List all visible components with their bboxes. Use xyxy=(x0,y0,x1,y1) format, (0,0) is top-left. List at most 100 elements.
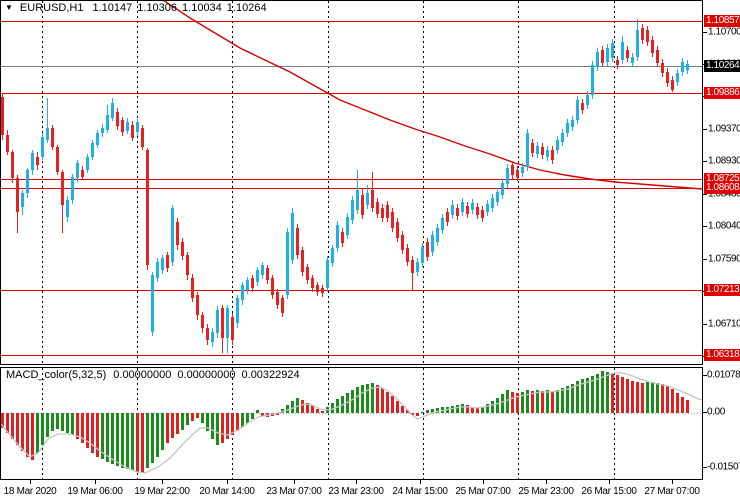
x-axis-label: 23 Mar 23:00 xyxy=(328,486,384,497)
candle xyxy=(126,122,129,131)
candle xyxy=(96,133,99,145)
macd-bar xyxy=(421,412,424,413)
macd-bar xyxy=(131,413,134,470)
candle xyxy=(326,260,329,288)
macd-bar xyxy=(201,413,204,423)
macd-bar xyxy=(156,413,159,457)
macd-bar xyxy=(101,413,104,459)
macd-bar xyxy=(231,413,234,435)
candle xyxy=(271,278,274,295)
macd-bar xyxy=(316,409,319,413)
candle xyxy=(661,63,664,73)
candle xyxy=(311,278,314,288)
macd-bar xyxy=(536,390,539,413)
candle xyxy=(106,115,109,130)
macd-bar xyxy=(121,413,124,468)
macd-bar xyxy=(486,404,489,413)
candle xyxy=(551,150,554,160)
candle xyxy=(21,193,24,207)
candle xyxy=(366,193,369,205)
candle xyxy=(31,153,34,170)
candle xyxy=(621,42,624,60)
macd-bar xyxy=(616,375,619,413)
candle xyxy=(231,317,234,340)
candle xyxy=(191,278,194,298)
macd-bar xyxy=(431,409,434,413)
candle xyxy=(436,228,439,242)
macd-bar xyxy=(451,406,454,413)
macd-bar xyxy=(176,413,179,434)
candle xyxy=(666,72,669,83)
candle xyxy=(566,123,569,133)
x-axis-label: 25 Mar 23:00 xyxy=(518,486,574,497)
macd-bar xyxy=(566,386,569,413)
y-axis-label: 1.06710 xyxy=(708,318,740,330)
macd-bar xyxy=(226,413,229,439)
candle xyxy=(146,150,149,265)
macd-bar xyxy=(436,408,439,413)
macd-bar xyxy=(396,401,399,413)
candle xyxy=(581,103,584,110)
main-pane-border xyxy=(0,0,703,365)
candle xyxy=(36,157,39,165)
candle xyxy=(656,50,659,63)
macd-bar xyxy=(251,413,254,419)
time-axis[interactable]: 18 Mar 2020 19 Mar 06:00 19 Mar 22:00 20 Ma… xyxy=(0,480,740,500)
candle xyxy=(46,128,49,140)
candle xyxy=(136,122,139,132)
candle xyxy=(496,192,499,202)
candle xyxy=(646,30,649,42)
macd-bar xyxy=(6,413,9,433)
macd-bar xyxy=(676,393,679,413)
macd-bar xyxy=(41,413,44,445)
candle xyxy=(546,150,549,157)
x-axis-label: 19 Mar 22:00 xyxy=(134,486,190,497)
macd-bar xyxy=(606,372,609,413)
candle xyxy=(501,183,504,195)
candle xyxy=(131,125,134,138)
macd-bar xyxy=(496,398,499,413)
macd-bar xyxy=(626,379,629,413)
candle xyxy=(186,255,189,275)
candle xyxy=(76,163,79,178)
macd-bar xyxy=(141,413,144,473)
candle xyxy=(626,50,629,58)
macd-bar xyxy=(291,401,294,413)
candle xyxy=(171,208,174,262)
macd-bar xyxy=(386,392,389,413)
candle xyxy=(676,73,679,82)
candle xyxy=(616,60,619,65)
candle xyxy=(281,298,284,313)
macd-bar xyxy=(356,387,359,413)
macd-bar xyxy=(66,413,69,433)
candle xyxy=(536,146,539,154)
candle xyxy=(11,152,14,178)
macd-bar xyxy=(136,413,139,472)
macd-bar xyxy=(466,405,469,413)
macd-bar xyxy=(541,391,544,413)
candle xyxy=(391,212,394,228)
macd-bar xyxy=(111,413,114,464)
macd-bar xyxy=(76,413,79,439)
price-axis[interactable]: 1.10700 1.10260 1.09820 1.09370 1.08930 1.084… xyxy=(703,0,740,480)
macd-axis-label: -0.015073 xyxy=(707,461,740,473)
macd-bar xyxy=(681,397,684,413)
macd-bar xyxy=(471,407,474,413)
candle xyxy=(591,65,594,95)
macd-bar xyxy=(481,407,484,413)
candle xyxy=(16,178,19,212)
candle xyxy=(211,332,214,342)
candle xyxy=(276,292,279,305)
macd-bar xyxy=(346,393,349,413)
candle xyxy=(156,262,159,278)
macd-bar xyxy=(611,373,614,413)
macd-bar xyxy=(596,374,599,413)
candle xyxy=(466,206,469,214)
y-axis-label: 1.09820 xyxy=(708,90,740,102)
candle xyxy=(491,198,494,208)
macd-bar xyxy=(191,413,194,421)
candle xyxy=(91,143,94,157)
macd-bar xyxy=(561,388,564,413)
y-axis-label: 1.08040 xyxy=(708,220,740,232)
